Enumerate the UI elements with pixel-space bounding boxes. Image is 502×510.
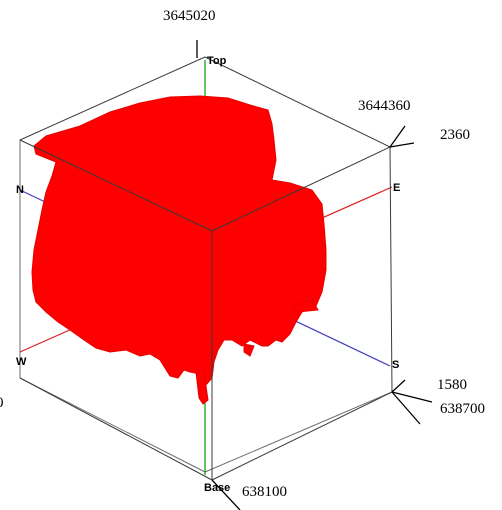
west-label: W — [16, 356, 27, 368]
top-northing-label: 3645020 — [163, 8, 216, 24]
upper-elevation-label: 2360 — [440, 127, 470, 143]
red-volume-body — [31, 95, 327, 405]
corner-ticks — [196, 40, 433, 510]
north-label: N — [16, 184, 24, 196]
box-front-edges — [19, 56, 393, 481]
right-northing-label: 3644360 — [358, 98, 411, 114]
bottom-easting-label: 638100 — [242, 484, 287, 500]
top-label: Top — [207, 55, 227, 67]
right-easting-label: 638700 — [440, 401, 485, 417]
east-label: E — [393, 182, 400, 194]
lower-elevation-label: 1580 — [437, 377, 467, 393]
base-label: Base — [204, 482, 230, 494]
left-cut-label: 0 — [0, 395, 4, 411]
box-back-edges — [19, 140, 393, 473]
south-label: S — [392, 359, 399, 371]
